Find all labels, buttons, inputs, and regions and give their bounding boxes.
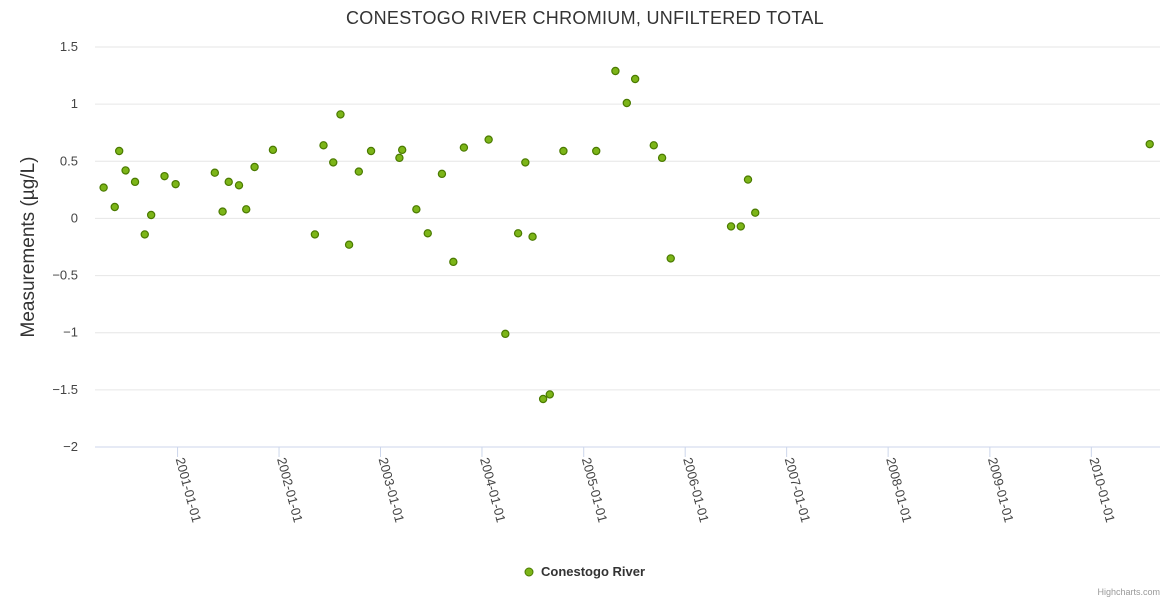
data-point[interactable] bbox=[242, 205, 251, 214]
data-point[interactable] bbox=[521, 158, 530, 167]
data-point[interactable] bbox=[622, 98, 632, 108]
y-tick-label: −1 bbox=[63, 325, 78, 340]
data-point[interactable] bbox=[412, 205, 421, 214]
data-point[interactable] bbox=[736, 222, 745, 231]
credits-link[interactable]: Highcharts.com bbox=[1097, 587, 1160, 597]
data-point[interactable] bbox=[501, 329, 510, 339]
y-tick-label: 1.5 bbox=[60, 39, 78, 54]
legend-item-conestogo-river[interactable]: Conestogo River bbox=[541, 564, 645, 579]
y-axis-ticks: −2 −1.5 −1 −0.5 0 0.5 1 1.5 bbox=[52, 39, 78, 454]
y-tick-label: −1.5 bbox=[52, 382, 78, 397]
legend-marker-icon[interactable] bbox=[524, 567, 534, 577]
data-point[interactable] bbox=[310, 230, 320, 239]
data-point[interactable] bbox=[354, 167, 364, 176]
grid-lines bbox=[95, 46, 1160, 448]
data-point[interactable] bbox=[423, 229, 432, 238]
data-point[interactable] bbox=[218, 207, 227, 216]
data-point[interactable] bbox=[319, 141, 328, 150]
data-point[interactable] bbox=[250, 162, 259, 172]
data-point[interactable] bbox=[513, 229, 523, 238]
data-point[interactable] bbox=[366, 146, 376, 156]
data-point[interactable] bbox=[140, 230, 149, 239]
chart-title: CONESTOGO RIVER CHROMIUM, UNFILTERED TOT… bbox=[346, 8, 824, 28]
y-tick-label: 0 bbox=[71, 210, 78, 225]
data-point[interactable] bbox=[649, 141, 658, 150]
data-point[interactable] bbox=[210, 168, 220, 177]
data-point[interactable] bbox=[449, 257, 458, 267]
data-point[interactable] bbox=[160, 171, 169, 181]
data-point[interactable] bbox=[110, 202, 119, 212]
y-tick-label: −0.5 bbox=[52, 268, 78, 283]
y-tick-label: −2 bbox=[63, 439, 78, 454]
data-point[interactable] bbox=[459, 143, 469, 152]
data-point[interactable] bbox=[234, 181, 244, 190]
data-point[interactable] bbox=[743, 175, 753, 184]
data-point[interactable] bbox=[344, 240, 354, 249]
y-axis-label: Measurements (µg/L) bbox=[18, 157, 39, 338]
data-point[interactable] bbox=[336, 110, 345, 119]
data-point[interactable] bbox=[545, 390, 555, 399]
data-point[interactable] bbox=[130, 177, 140, 187]
data-point[interactable] bbox=[592, 146, 601, 156]
data-point[interactable] bbox=[484, 135, 493, 144]
y-tick-label: 0.5 bbox=[60, 153, 78, 168]
data-point[interactable] bbox=[751, 208, 760, 217]
data-point[interactable] bbox=[538, 394, 548, 404]
data-point[interactable] bbox=[171, 179, 180, 189]
data-point[interactable] bbox=[121, 166, 130, 175]
data-point[interactable] bbox=[146, 210, 156, 220]
legend[interactable]: Conestogo River bbox=[524, 564, 645, 579]
data-point[interactable] bbox=[395, 153, 404, 163]
data-point[interactable] bbox=[114, 146, 124, 156]
data-point[interactable] bbox=[329, 158, 338, 167]
data-point[interactable] bbox=[397, 145, 407, 155]
data-point[interactable] bbox=[666, 254, 675, 263]
data-point[interactable] bbox=[268, 145, 278, 155]
series-conestogo-river[interactable] bbox=[99, 66, 1154, 404]
data-point[interactable] bbox=[99, 183, 108, 192]
data-point[interactable] bbox=[528, 232, 537, 241]
data-point[interactable] bbox=[1145, 139, 1154, 149]
y-tick-label: 1 bbox=[71, 96, 78, 111]
data-point[interactable] bbox=[630, 74, 640, 84]
data-point[interactable] bbox=[726, 222, 736, 231]
data-point[interactable] bbox=[657, 153, 667, 163]
data-point[interactable] bbox=[611, 66, 620, 76]
data-point[interactable] bbox=[437, 169, 447, 179]
data-point[interactable] bbox=[224, 177, 233, 187]
data-point[interactable] bbox=[559, 146, 568, 156]
